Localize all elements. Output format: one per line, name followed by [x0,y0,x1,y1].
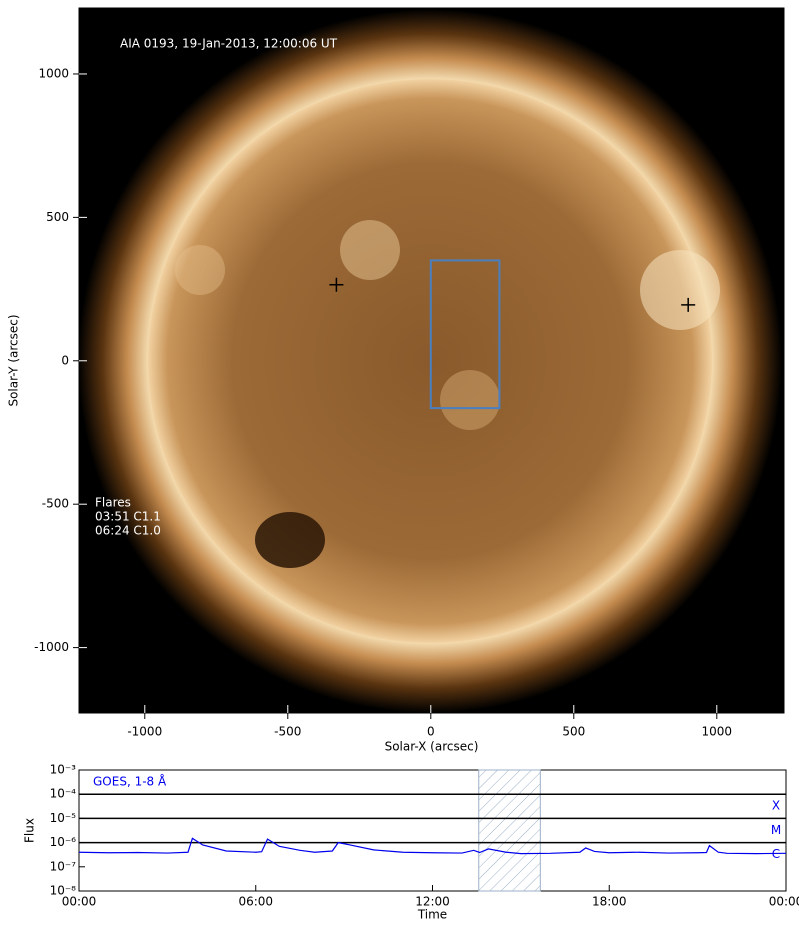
level-label: C [772,847,780,861]
goes-curve [78,837,787,855]
y-tick-label: 1000 [38,66,69,80]
x-tick-label: 18:00 [592,895,627,909]
x-tick-label: 12:00 [415,895,450,909]
x-axis-label: Time [417,908,447,922]
y-tick-label: 10⁻⁸ [50,884,77,898]
level-label: M [771,823,781,837]
x-tick-label: -1000 [127,725,162,739]
y-tick-label: 10⁻³ [50,763,77,777]
x-tick-label: 06:00 [238,895,273,909]
shaded-interval [478,769,541,892]
y-tick-label: 10⁻⁵ [50,811,77,825]
y-tick-label: 500 [46,210,69,224]
annotation: AIA 0193, 19-Jan-2013, 12:00:06 UT [120,37,338,51]
y-axis-label: Flux [23,818,37,843]
frame [78,769,787,892]
y-tick-label: -500 [42,497,69,511]
x-tick-label: 0 [427,725,435,739]
y-tick-label: 10⁻⁶ [50,835,77,849]
y-tick-label: 10⁻⁷ [50,859,77,873]
x-axis-label: Solar-X (arcsec) [385,740,479,754]
x-tick-label: 00:00 [769,895,799,909]
flare-note: 03:51 C1.1 [95,510,161,524]
y-tick-label: -1000 [34,640,69,654]
marker [681,297,696,312]
legend-label: GOES, 1-8 Å [93,774,167,789]
flare-note: 06:24 C1.0 [95,524,161,538]
x-tick-label: 1000 [702,725,733,739]
region-box [429,259,501,410]
x-tick-label: 00:00 [62,895,97,909]
marker [329,277,344,292]
y-tick-label: 10⁻⁴ [50,787,77,801]
x-tick-label: 500 [562,725,585,739]
level-label: X [772,799,780,813]
x-tick-label: -500 [274,725,301,739]
flare-note: Flares [95,496,131,510]
y-axis-label: Solar-Y (arcsec) [7,314,21,406]
y-tick-label: 0 [61,353,69,367]
